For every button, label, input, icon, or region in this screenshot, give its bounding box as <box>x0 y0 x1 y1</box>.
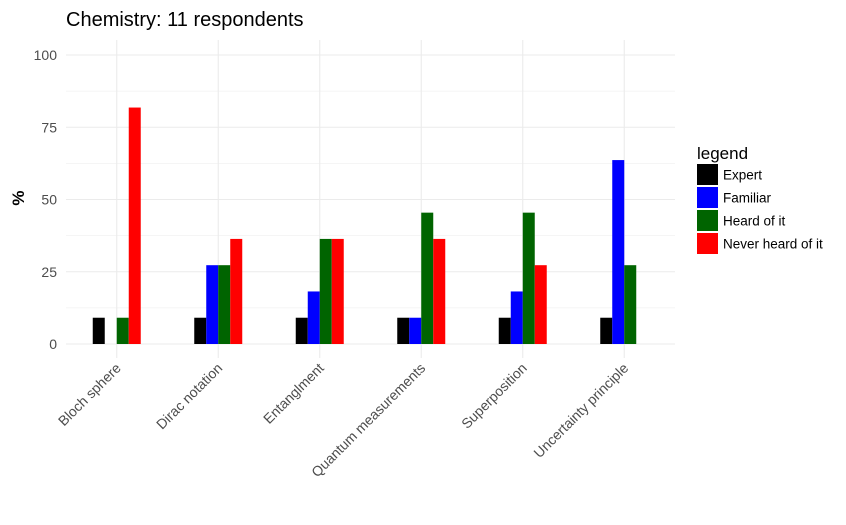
legend-title: legend <box>697 144 748 163</box>
grid <box>66 40 675 358</box>
legend-label: Heard of it <box>723 214 786 229</box>
y-tick-label: 25 <box>41 264 57 280</box>
bar <box>433 238 446 344</box>
legend-swatch <box>697 233 718 254</box>
bar <box>624 265 637 344</box>
bar <box>534 265 547 344</box>
bar <box>498 317 511 344</box>
x-tick-label: Entanglment <box>260 360 327 427</box>
legend-swatch <box>697 187 718 208</box>
bar <box>319 238 332 344</box>
bar <box>510 291 523 344</box>
y-tick-label: 100 <box>34 47 58 63</box>
bar <box>230 238 243 344</box>
y-tick-label: 0 <box>49 336 57 352</box>
bar <box>522 212 535 344</box>
y-axis-label: % <box>9 190 28 205</box>
bar <box>116 317 129 344</box>
legend-swatch <box>697 164 718 185</box>
bar <box>612 160 625 344</box>
x-tick-label: Superposition <box>458 360 530 432</box>
legend-label: Familiar <box>723 191 772 206</box>
x-tick-label: Bloch sphere <box>55 360 124 429</box>
x-tick-labels: Bloch sphere Dirac notation EntanglmentQua… <box>55 360 632 480</box>
chart-title: Chemistry: 11 respondents <box>66 9 304 31</box>
bar <box>218 265 231 344</box>
legend-swatch <box>697 210 718 231</box>
x-tick-label: Uncertainty principle <box>530 360 631 461</box>
bar <box>295 317 308 344</box>
y-tick-label: 75 <box>41 119 57 135</box>
bar <box>307 291 320 344</box>
y-tick-labels: 0 25 50 75 100 <box>34 47 58 352</box>
y-tick-label: 50 <box>41 192 57 208</box>
bar <box>331 238 344 344</box>
bars <box>92 107 637 345</box>
legend-label: Expert <box>723 168 762 183</box>
x-tick-label: Quantum measurements <box>308 360 428 480</box>
legend-label: Never heard of it <box>723 237 823 252</box>
legend: legend Expert Familiar Heard of it Never he… <box>697 144 823 254</box>
x-tick-label: Dirac notation <box>153 360 225 432</box>
bar <box>194 317 207 344</box>
bar <box>397 317 410 344</box>
bar <box>92 317 105 344</box>
bar <box>409 317 422 344</box>
bar <box>600 317 613 344</box>
bar <box>128 107 141 345</box>
bar <box>421 212 434 344</box>
bar <box>206 265 219 344</box>
